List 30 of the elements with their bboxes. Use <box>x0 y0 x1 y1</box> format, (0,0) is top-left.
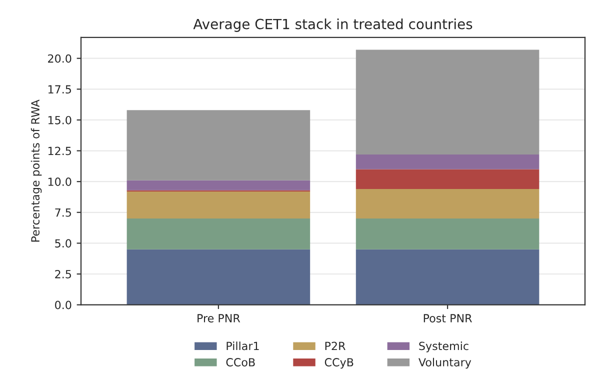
bar <box>126 180 310 190</box>
bar <box>356 249 540 305</box>
y-tick-label: 7.5 <box>55 208 71 217</box>
bar <box>126 218 310 250</box>
bar <box>356 218 540 250</box>
legend-label: CCoB <box>226 358 255 366</box>
y-tick-label: 20.0 <box>48 54 72 63</box>
bar <box>126 249 310 305</box>
legend-label: Voluntary <box>418 358 472 369</box>
y-tick-label: 10.0 <box>48 178 72 186</box>
legend-label: Pillar1 <box>226 342 259 350</box>
y-tick-label: 15.0 <box>48 116 72 124</box>
bar <box>356 50 540 154</box>
bar <box>126 191 310 219</box>
legend-label: P2R <box>325 342 346 350</box>
y-tick-label: 0.0 <box>55 300 72 310</box>
y-tick-label: 17.5 <box>48 85 71 94</box>
y-tick-label: 5.0 <box>55 239 72 248</box>
bar <box>356 169 540 189</box>
y-tick-label: 12.5 <box>48 146 71 156</box>
bar <box>356 154 540 170</box>
legend-label: Systemic <box>419 342 468 352</box>
legend-label: CCyB <box>324 358 354 369</box>
chart-title: Average CET1 stack in treated countries <box>193 18 472 32</box>
y-tick-label: 2.5 <box>55 270 71 278</box>
x-tick-label: Post PNR <box>424 314 472 322</box>
y-axis-title: Percentage points of RWA <box>30 100 42 242</box>
x-tick-label: Pre PNR <box>198 314 240 322</box>
bar <box>126 110 310 180</box>
bar <box>356 188 540 219</box>
